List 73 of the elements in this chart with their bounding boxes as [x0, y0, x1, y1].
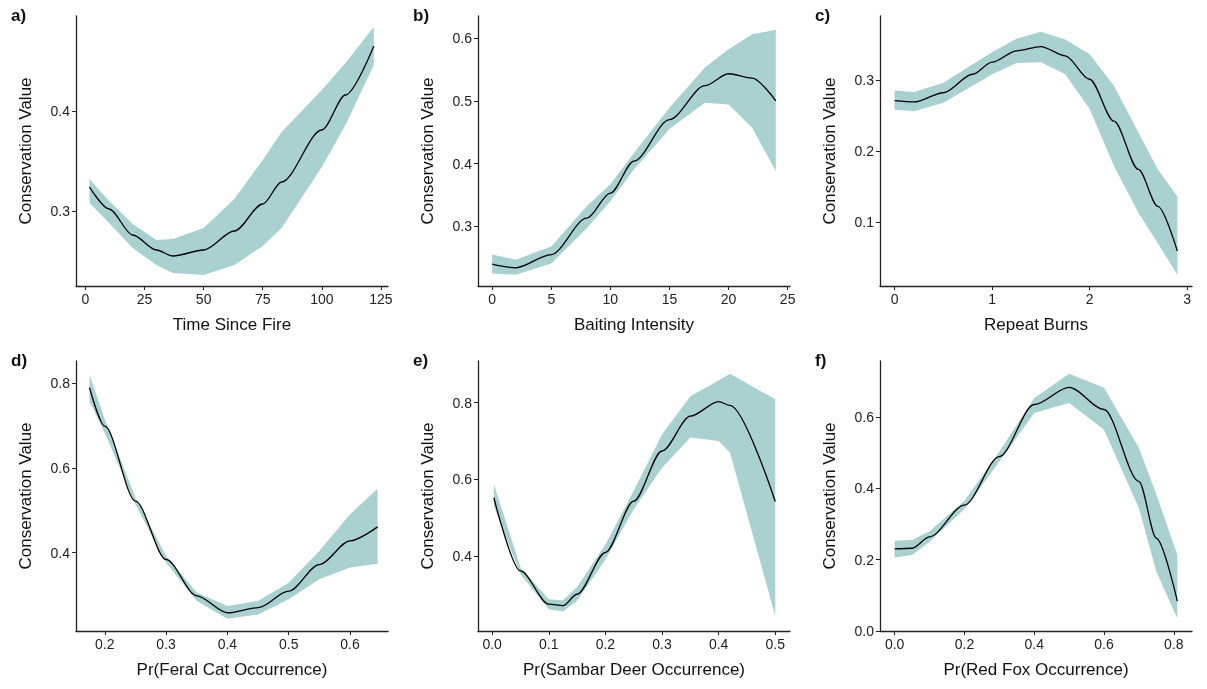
- x-axis-title: Pr(Red Fox Occurrence): [943, 659, 1129, 679]
- y-tick-label: 0.4: [452, 547, 473, 564]
- x-tick-label: 2: [1085, 291, 1094, 307]
- x-tick-label: 50: [195, 291, 212, 307]
- chart-title: f): [815, 350, 827, 370]
- y-tick-label: 0.3: [50, 203, 71, 219]
- x-tick-label: 1: [988, 291, 997, 307]
- x-tick-label: 20: [720, 291, 737, 307]
- x-tick-label: 75: [254, 291, 271, 307]
- y-tick-label: 0.3: [452, 218, 473, 235]
- y-tick-label: 0.4: [50, 103, 71, 119]
- x-tick-label: 0: [890, 291, 899, 307]
- y-tick-label: 0.2: [854, 143, 875, 159]
- x-tick-label: 0.0: [482, 635, 503, 652]
- x-tick-label: 0.2: [95, 635, 115, 652]
- y-tick-label: 0.4: [50, 544, 71, 561]
- line-series: [88, 45, 375, 257]
- y-tick-label: 0.6: [854, 408, 875, 425]
- x-tick-label: 0.2: [595, 635, 616, 652]
- y-axis-title: Conservation Value: [418, 77, 437, 225]
- x-tick-label: 0.3: [652, 635, 672, 652]
- x-tick-label: 0.4: [217, 635, 238, 652]
- y-tick-label: 0.2: [854, 551, 875, 568]
- x-tick-label: 0.5: [278, 635, 299, 652]
- x-tick-label: 15: [661, 291, 678, 307]
- x-tick-label: 3: [1183, 291, 1192, 307]
- x-axis-title: Repeat Burns: [984, 315, 1088, 334]
- y-axis-title: Conservation Value: [16, 421, 35, 570]
- x-tick-label: 0: [81, 291, 90, 307]
- x-tick-label: 0: [488, 291, 497, 307]
- y-tick-label: 0.8: [50, 374, 71, 391]
- x-tick-label: 125: [369, 291, 393, 307]
- y-axis-title: Conservation Value: [418, 421, 437, 570]
- x-axis-title: Time Since Fire: [172, 315, 292, 334]
- line-series: [493, 400, 776, 606]
- chart-title: d): [11, 350, 28, 370]
- chart-title: b): [413, 6, 430, 25]
- x-tick-label: 25: [779, 291, 796, 307]
- y-axis-title: Conservation Value: [820, 421, 839, 570]
- y-tick-label: 0.5: [452, 92, 473, 109]
- y-tick-label: 0.4: [854, 479, 875, 496]
- y-tick-label: 0.1: [854, 214, 875, 231]
- x-tick-label: 0.4: [1024, 635, 1045, 652]
- x-tick-label: 0.5: [765, 635, 786, 652]
- y-tick-label: 0.6: [50, 459, 71, 476]
- y-tick-label: 0.0: [854, 622, 875, 639]
- line-series: [893, 45, 1179, 252]
- chart-title: a): [11, 6, 27, 25]
- x-tick-label: 0.8: [1164, 635, 1184, 652]
- x-tick-label: 10: [602, 291, 619, 307]
- y-axis-title: Conservation Value: [16, 77, 35, 225]
- x-tick-label: 0.0: [884, 635, 905, 652]
- x-tick-label: 5: [547, 291, 556, 307]
- x-axis-title: Pr(Feral Cat Occurrence): [136, 659, 328, 679]
- x-tick-label: 25: [136, 291, 153, 307]
- x-axis-title: Pr(Sambar Deer Occurrence): [522, 659, 746, 679]
- x-tick-label: 100: [310, 291, 334, 307]
- y-tick-label: 0.6: [452, 29, 473, 46]
- y-tick-label: 0.4: [452, 155, 473, 172]
- chart-title: c): [815, 6, 831, 25]
- y-tick-label: 0.6: [452, 470, 473, 487]
- y-tick-label: 0.8: [452, 394, 473, 411]
- x-tick-label: 0.1: [539, 635, 559, 652]
- x-tick-label: 0.2: [954, 635, 975, 652]
- line-series: [491, 73, 777, 269]
- x-tick-label: 0.6: [340, 635, 360, 652]
- x-tick-label: 0.3: [156, 635, 177, 652]
- y-axis-title: Conservation Value: [820, 77, 839, 225]
- y-tick-label: 0.3: [854, 71, 875, 88]
- chart-title: e): [413, 350, 429, 370]
- x-tick-label: 0.4: [708, 635, 729, 652]
- x-axis-title: Baiting Intensity: [573, 315, 695, 334]
- x-tick-label: 0.6: [1094, 635, 1114, 652]
